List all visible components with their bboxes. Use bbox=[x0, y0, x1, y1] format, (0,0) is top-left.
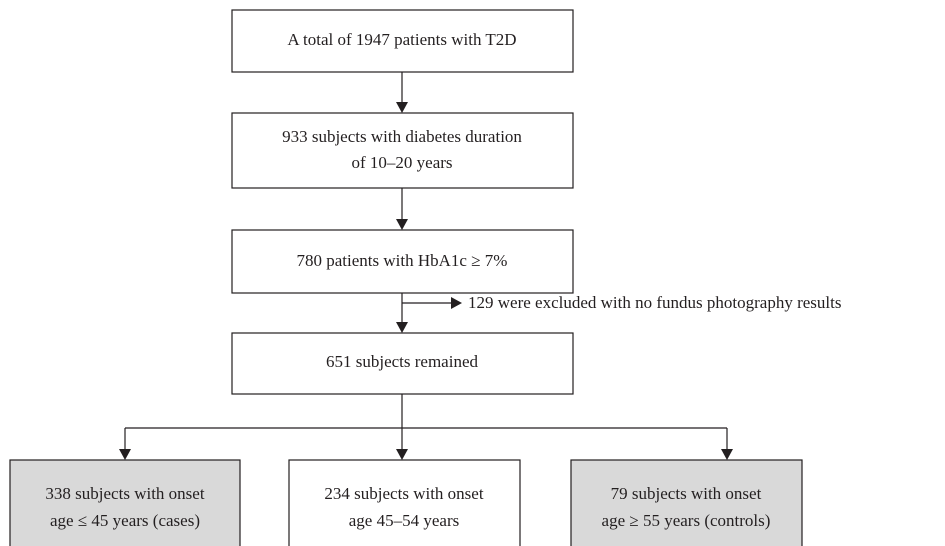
node-text: 234 subjects with onset bbox=[324, 484, 483, 503]
node-text: age 45–54 years bbox=[349, 511, 459, 530]
exclusion-text: 129 were excluded with no fundus photogr… bbox=[468, 293, 841, 312]
arrowhead bbox=[451, 297, 462, 309]
arrowhead bbox=[396, 219, 408, 230]
node-box bbox=[570, 459, 803, 546]
node-text: 933 subjects with diabetes duration bbox=[282, 127, 522, 146]
arrowhead bbox=[119, 449, 131, 460]
node-box bbox=[231, 332, 574, 395]
node-box bbox=[9, 459, 241, 546]
arrowhead bbox=[721, 449, 733, 460]
node-text: age ≥ 55 years (controls) bbox=[602, 511, 771, 530]
node-box bbox=[231, 229, 574, 294]
arrowhead bbox=[396, 322, 408, 333]
node-box bbox=[231, 112, 574, 189]
node-text: 651 subjects remained bbox=[326, 352, 479, 371]
node-box bbox=[231, 9, 574, 73]
node-text: age ≤ 45 years (cases) bbox=[50, 511, 200, 530]
node-text: of 10–20 years bbox=[351, 153, 452, 172]
arrowhead bbox=[396, 102, 408, 113]
arrowhead bbox=[396, 449, 408, 460]
node-text: 79 subjects with onset bbox=[611, 484, 762, 503]
node-text: 338 subjects with onset bbox=[45, 484, 204, 503]
node-text: 780 patients with HbA1c ≥ 7% bbox=[297, 251, 508, 270]
node-box bbox=[288, 459, 521, 546]
node-text: A total of 1947 patients with T2D bbox=[287, 30, 516, 49]
